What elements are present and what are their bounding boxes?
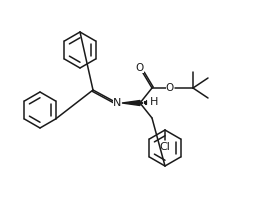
Text: O: O [166, 83, 174, 93]
Text: N: N [113, 98, 121, 108]
Text: H: H [150, 97, 158, 107]
Text: Cl: Cl [160, 142, 170, 152]
Polygon shape [122, 101, 140, 106]
Text: O: O [136, 63, 144, 73]
